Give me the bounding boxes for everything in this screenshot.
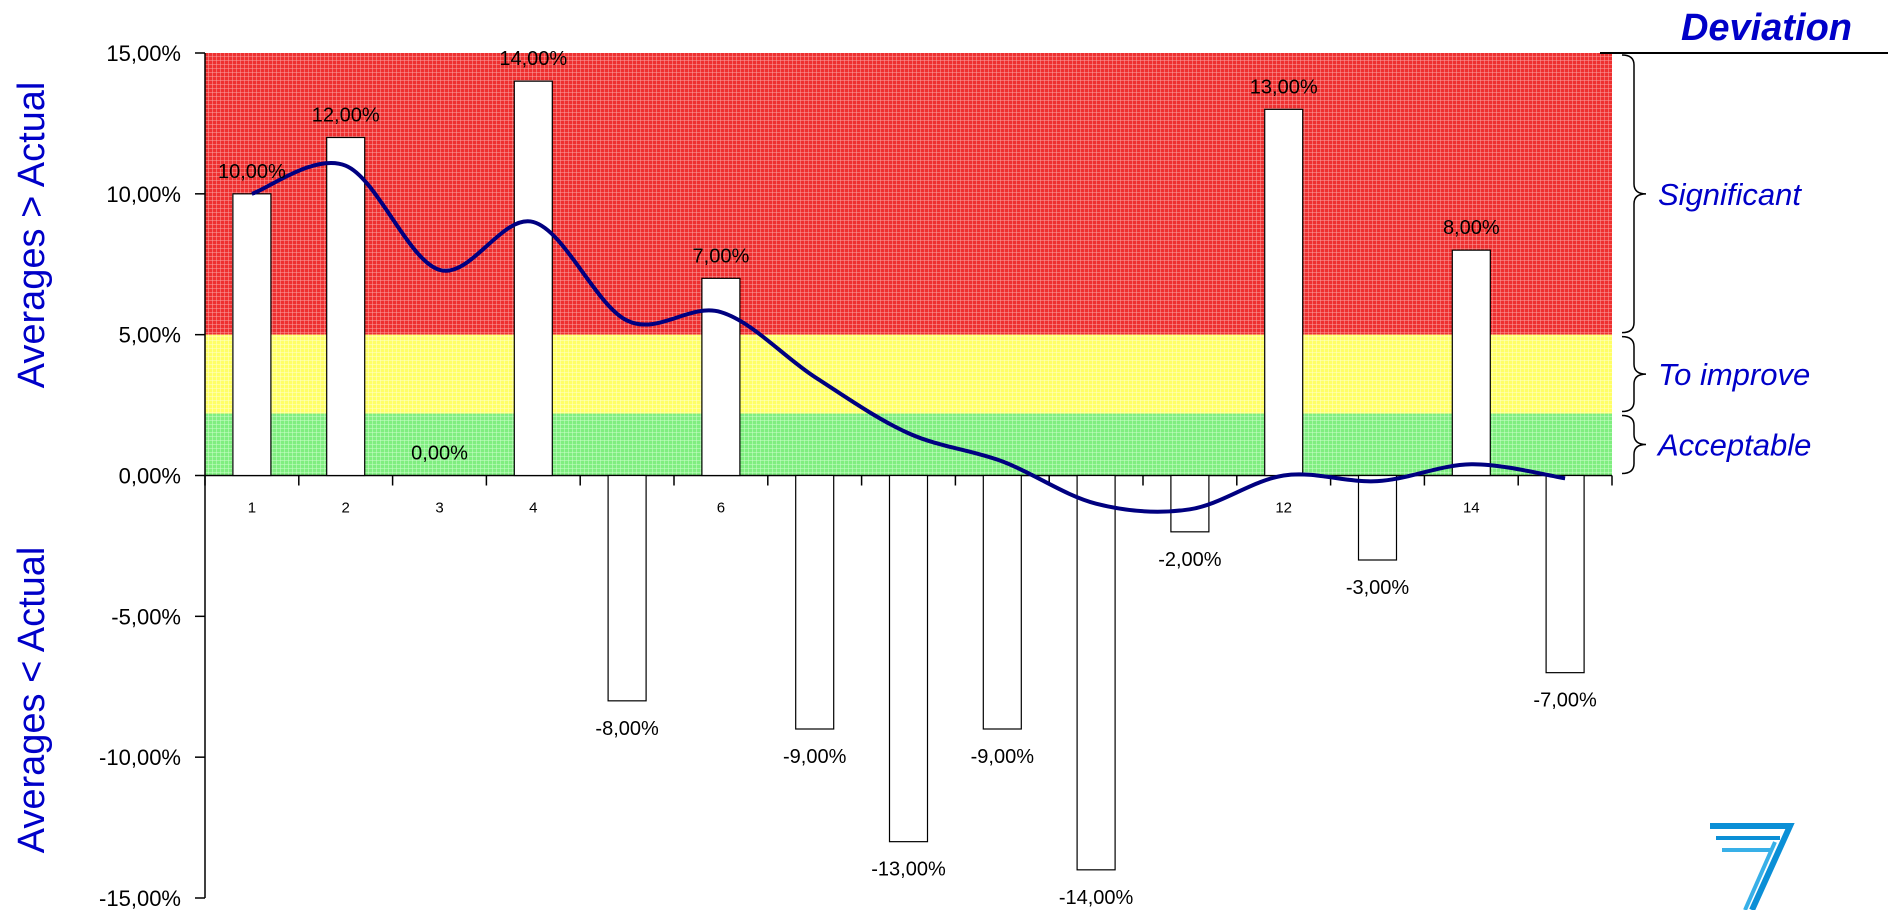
data-label: 7,00% <box>693 245 750 267</box>
bar-series <box>232 80 1585 871</box>
data-label: 10,00% <box>218 161 286 183</box>
zone-band-significant <box>205 53 1612 335</box>
data-label: -3,00% <box>1346 577 1410 599</box>
bar <box>513 80 553 477</box>
zone-label-to-improve: To improve <box>1658 357 1810 392</box>
bar <box>1264 108 1304 477</box>
bar <box>1076 474 1116 871</box>
trend-line <box>251 161 1566 514</box>
bar <box>326 136 366 477</box>
y-tick-label: 10,00% <box>106 182 181 207</box>
data-label: -9,00% <box>783 746 847 768</box>
data-label: -13,00% <box>871 859 946 881</box>
data-labels: 10,00% 12,00% 0,00% 14,00% -8,00% 7,00% -9,00%… <box>218 48 1597 909</box>
bar <box>1170 474 1210 533</box>
x-tick-label: 1 <box>248 500 256 517</box>
y-tick-label: -10,00% <box>99 745 181 770</box>
zone-label-acceptable: Acceptable <box>1656 428 1811 463</box>
data-label: 8,00% <box>1443 217 1500 239</box>
bar <box>1357 474 1398 561</box>
data-label: -9,00% <box>971 746 1035 768</box>
x-tick-label: 6 <box>717 500 725 517</box>
x-tick-label: 14 <box>1463 500 1480 517</box>
bar <box>795 474 835 730</box>
bar <box>232 193 272 477</box>
zone-annotations: Significant To improve Acceptable <box>1621 54 1811 475</box>
bar <box>1545 474 1585 674</box>
chart-title: Deviation <box>1681 7 1852 49</box>
y-axis-label-lower: Averages < Actual <box>11 547 53 854</box>
brace-significant <box>1621 54 1647 334</box>
data-label: 0,00% <box>411 443 468 465</box>
data-label: 12,00% <box>312 105 380 127</box>
zone-label-significant: Significant <box>1658 177 1802 212</box>
trend-line-series <box>251 161 1566 514</box>
data-label: -2,00% <box>1158 549 1222 571</box>
zone-band-to-improve <box>205 334 1612 414</box>
zone-bands <box>205 53 1612 476</box>
bar <box>888 474 929 843</box>
brace-to-improve <box>1621 335 1647 413</box>
data-label: 14,00% <box>499 48 567 70</box>
y-tick-label: 0,00% <box>119 464 181 489</box>
data-label: -7,00% <box>1533 690 1597 712</box>
y-tick-label: 15,00% <box>106 41 181 66</box>
fp7-logo <box>1710 823 1795 910</box>
brace-acceptable <box>1621 414 1647 475</box>
y-axis-label-upper: Averages > Actual <box>11 82 53 389</box>
data-label: -14,00% <box>1059 887 1134 909</box>
x-tick-label: 3 <box>435 500 443 517</box>
data-label: 13,00% <box>1250 76 1318 98</box>
y-tick-label: 5,00% <box>119 323 181 348</box>
data-label: -8,00% <box>595 718 659 740</box>
x-tick-label: 4 <box>529 500 537 517</box>
y-tick-label: -15,00% <box>99 886 181 910</box>
x-tick-label: 12 <box>1275 500 1292 517</box>
x-tick-label: 2 <box>342 500 350 517</box>
bar <box>982 474 1022 730</box>
bar <box>1451 249 1491 477</box>
zone-band-acceptable <box>205 413 1612 476</box>
bar <box>607 474 647 702</box>
y-tick-label: -5,00% <box>111 604 181 629</box>
bar <box>701 277 741 477</box>
